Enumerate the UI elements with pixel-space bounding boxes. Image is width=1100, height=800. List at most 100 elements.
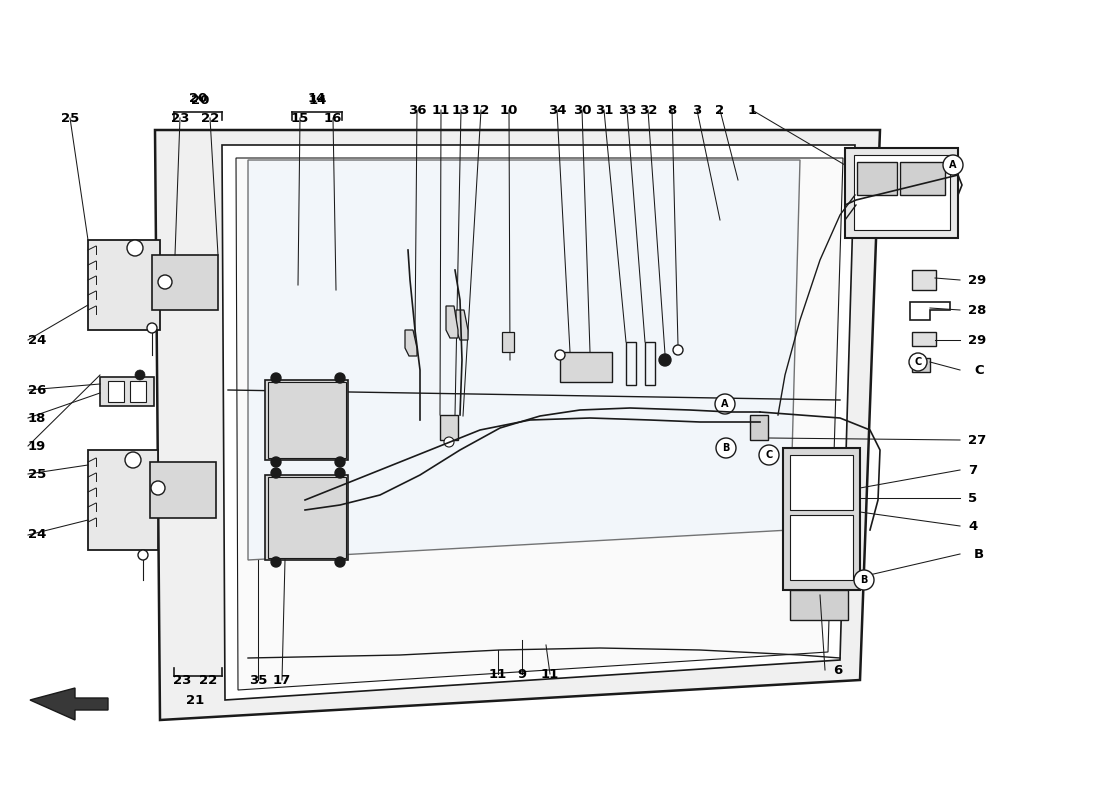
Polygon shape	[560, 352, 612, 382]
Circle shape	[336, 373, 345, 383]
Circle shape	[854, 570, 874, 590]
Polygon shape	[265, 475, 348, 560]
Polygon shape	[845, 148, 958, 238]
Polygon shape	[912, 358, 930, 372]
Circle shape	[271, 457, 281, 467]
Text: eurospares: eurospares	[515, 514, 726, 546]
Text: 30: 30	[573, 103, 592, 117]
Text: 16: 16	[323, 111, 342, 125]
Text: 33: 33	[618, 103, 636, 117]
Text: 22: 22	[201, 111, 219, 125]
Polygon shape	[405, 330, 417, 356]
Circle shape	[673, 345, 683, 355]
Circle shape	[147, 323, 157, 333]
Text: B: B	[723, 443, 729, 453]
Text: 29: 29	[968, 274, 987, 286]
Polygon shape	[265, 380, 348, 460]
Polygon shape	[88, 240, 160, 330]
Circle shape	[759, 445, 779, 465]
Polygon shape	[130, 381, 146, 402]
Text: 1: 1	[747, 103, 757, 117]
Text: 6: 6	[833, 663, 843, 677]
Polygon shape	[152, 255, 218, 310]
Circle shape	[943, 155, 962, 175]
Ellipse shape	[373, 578, 433, 622]
Text: 32: 32	[639, 103, 657, 117]
Text: 2: 2	[715, 103, 725, 117]
Text: A: A	[722, 399, 728, 409]
Text: 24: 24	[28, 529, 46, 542]
Ellipse shape	[578, 578, 638, 622]
Text: C: C	[914, 357, 922, 367]
Text: 15: 15	[290, 111, 309, 125]
Text: 28: 28	[968, 303, 987, 317]
Text: B: B	[974, 547, 984, 561]
Text: 23: 23	[170, 111, 189, 125]
Text: 14: 14	[309, 94, 327, 106]
Text: 34: 34	[548, 103, 566, 117]
Text: 5: 5	[968, 491, 977, 505]
Circle shape	[125, 452, 141, 468]
Text: 20: 20	[189, 91, 207, 105]
Polygon shape	[100, 377, 154, 406]
Text: B: B	[860, 575, 868, 585]
Polygon shape	[900, 162, 945, 195]
Text: 31: 31	[595, 103, 613, 117]
Polygon shape	[155, 130, 880, 720]
Ellipse shape	[558, 430, 658, 526]
Text: 18: 18	[28, 411, 46, 425]
Text: 22: 22	[199, 674, 217, 686]
Circle shape	[126, 240, 143, 256]
Polygon shape	[236, 158, 843, 690]
Circle shape	[138, 550, 148, 560]
Text: 36: 36	[408, 103, 427, 117]
Circle shape	[716, 438, 736, 458]
Text: 21: 21	[186, 694, 205, 706]
Text: C: C	[974, 363, 983, 377]
Text: 25: 25	[28, 467, 46, 481]
Text: 11: 11	[488, 667, 507, 681]
Text: 24: 24	[28, 334, 46, 346]
Text: 3: 3	[692, 103, 702, 117]
Polygon shape	[790, 515, 852, 580]
Text: 13: 13	[452, 103, 470, 117]
Polygon shape	[446, 306, 458, 338]
Polygon shape	[248, 160, 800, 560]
Text: 35: 35	[249, 674, 267, 686]
Polygon shape	[790, 455, 852, 510]
Text: 19: 19	[28, 439, 46, 453]
Text: 9: 9	[517, 667, 527, 681]
Circle shape	[271, 373, 281, 383]
Polygon shape	[108, 381, 124, 402]
Text: 4: 4	[968, 519, 977, 533]
Ellipse shape	[754, 416, 766, 424]
Text: eurospares: eurospares	[185, 403, 396, 437]
Text: 11: 11	[541, 667, 559, 681]
Text: eurosp: eurosp	[771, 218, 869, 242]
Text: 25: 25	[60, 111, 79, 125]
Text: 29: 29	[968, 334, 987, 346]
Circle shape	[151, 481, 165, 495]
Text: 10: 10	[499, 103, 518, 117]
Ellipse shape	[351, 430, 455, 530]
Text: 26: 26	[28, 383, 46, 397]
Text: 8: 8	[668, 103, 676, 117]
Circle shape	[659, 354, 671, 366]
Polygon shape	[857, 162, 896, 195]
Polygon shape	[502, 332, 514, 352]
Polygon shape	[88, 450, 158, 550]
Polygon shape	[150, 462, 216, 518]
Polygon shape	[783, 448, 860, 590]
Text: 11: 11	[432, 103, 450, 117]
Circle shape	[336, 457, 345, 467]
Polygon shape	[440, 415, 458, 440]
Text: 7: 7	[968, 463, 977, 477]
Circle shape	[715, 394, 735, 414]
Text: 20: 20	[190, 94, 209, 106]
Polygon shape	[912, 332, 936, 346]
Polygon shape	[222, 145, 855, 700]
Text: 17: 17	[273, 674, 292, 686]
Text: 23: 23	[173, 674, 191, 686]
Circle shape	[271, 557, 281, 567]
Text: 12: 12	[472, 103, 491, 117]
